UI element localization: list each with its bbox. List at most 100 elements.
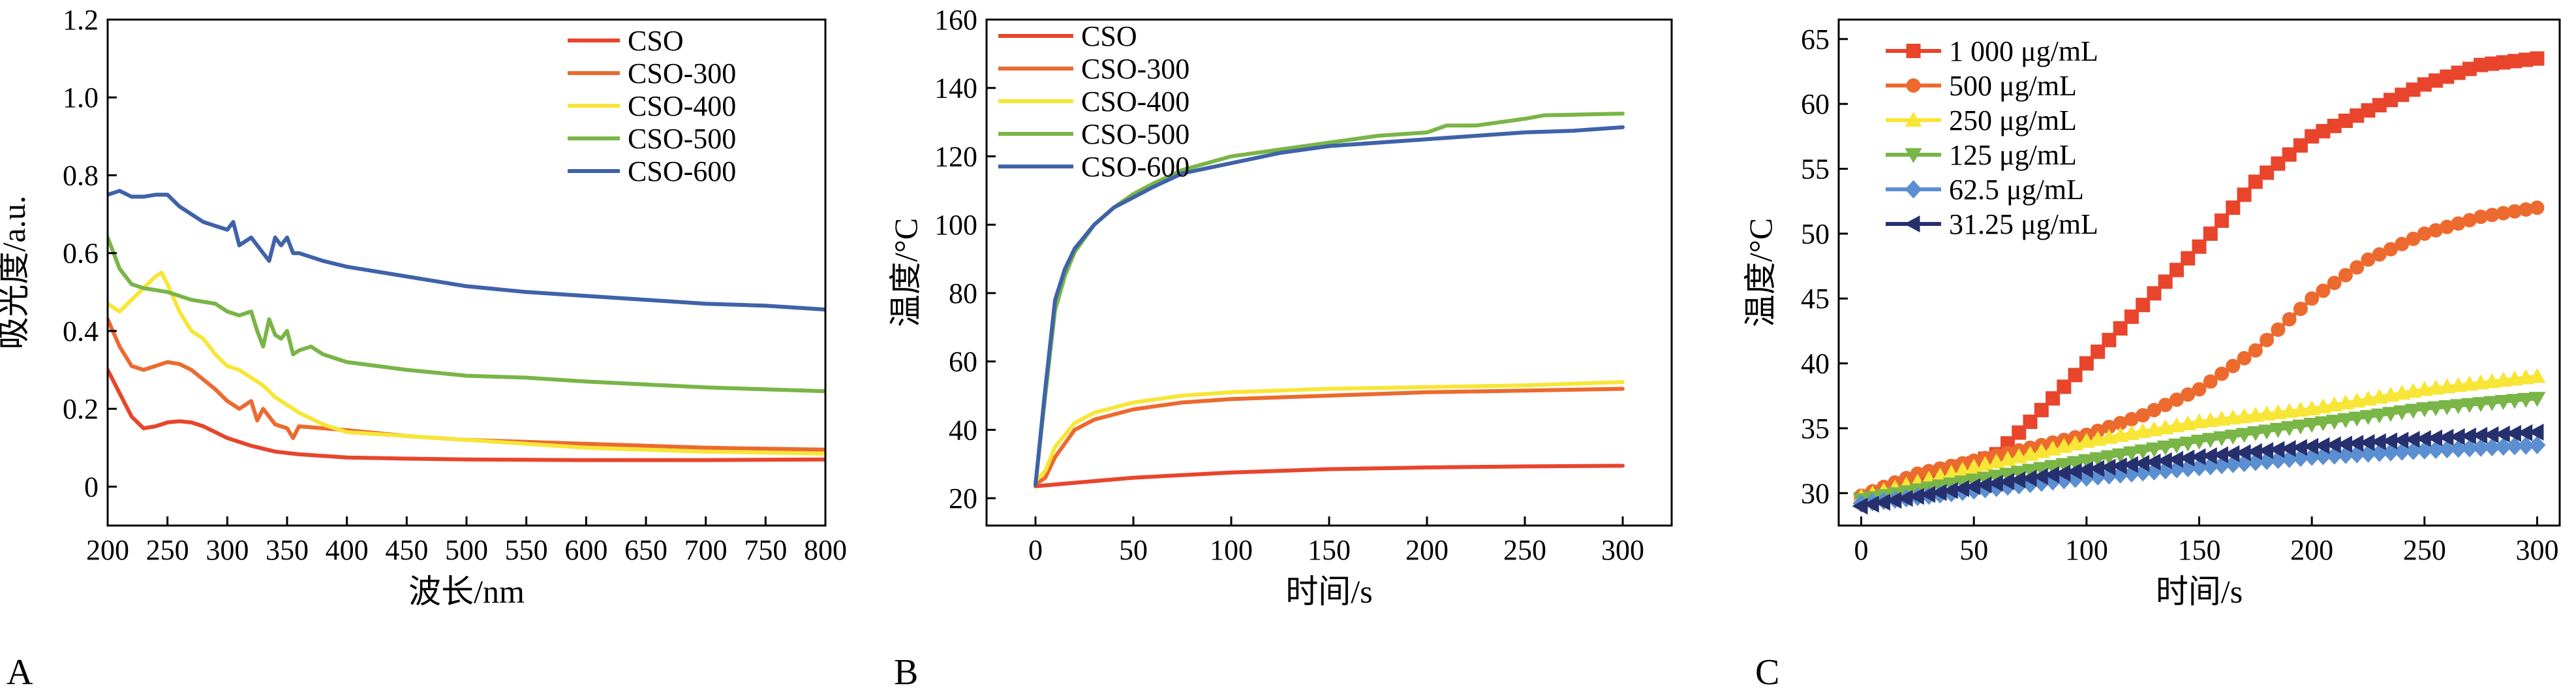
series-markers-c-2 [1852, 368, 2546, 504]
data-point-c-5-43 [2336, 435, 2352, 453]
data-point-c-5-18 [2055, 464, 2071, 482]
data-point-c-0-37 [2271, 156, 2286, 171]
data-point-c-5-44 [2348, 435, 2364, 452]
data-point-c-3-17 [2044, 460, 2062, 475]
data-point-c-5-13 [1998, 473, 2014, 490]
x-axis-title-a: 波长/nm [408, 573, 525, 610]
legend-marker-c-5 [1904, 215, 1920, 232]
data-point-c-0-30 [2192, 239, 2207, 254]
y-tick-label-c-3: 45 [1801, 283, 1830, 315]
legend-label-c-3: 125 μg/mL [1949, 139, 2077, 171]
legend-marker-c-1 [1906, 78, 1921, 93]
y-tick-label-a-3: 0.6 [63, 238, 99, 270]
data-point-c-5-55 [2472, 426, 2488, 444]
data-point-c-5-28 [2167, 450, 2183, 468]
y-tick-label-a-6: 1.2 [63, 4, 99, 36]
data-point-c-5-9 [1953, 480, 1969, 497]
data-point-c-4-57 [2494, 437, 2512, 456]
x-tick-label-a-4: 400 [326, 534, 369, 566]
data-point-c-0-53 [2451, 65, 2466, 80]
data-point-c-1-44 [2350, 260, 2365, 275]
y-tick-label-c-4: 50 [1801, 218, 1830, 250]
series-line-b-3 [1034, 112, 1625, 487]
legend-label-b-3: CSO-500 [1081, 118, 1189, 150]
data-point-c-0-23 [2113, 321, 2128, 336]
data-point-c-0-48 [2395, 87, 2410, 103]
data-point-c-3-36 [2258, 424, 2276, 440]
data-point-c-4-55 [2472, 438, 2490, 457]
series-line-a-0 [108, 368, 825, 462]
legend-label-a-1: CSO-300 [628, 57, 736, 89]
data-point-c-0-18 [2057, 379, 2072, 394]
data-point-c-5-40 [2303, 437, 2319, 455]
data-point-c-1-49 [2406, 231, 2421, 246]
data-point-c-3-21 [2089, 452, 2107, 467]
data-point-c-1-23 [2113, 416, 2128, 431]
data-point-c-3-47 [2382, 407, 2400, 422]
data-point-c-5-37 [2269, 441, 2285, 458]
data-point-c-5-29 [2179, 449, 2195, 467]
series-markers-c-1 [1854, 200, 2545, 503]
data-point-c-5-45 [2359, 434, 2375, 451]
data-point-c-3-52 [2438, 400, 2456, 415]
data-point-c-1-34 [2237, 351, 2252, 366]
data-point-c-5-60 [2528, 423, 2544, 441]
y-tick-label-c-2: 40 [1801, 348, 1830, 380]
data-point-c-3-12 [1987, 469, 2005, 485]
legend-label-a-2: CSO-400 [628, 90, 736, 122]
data-point-c-1-59 [2519, 202, 2534, 217]
data-point-c-1-27 [2158, 398, 2173, 413]
data-point-c-1-58 [2507, 204, 2522, 219]
x-tick-label-c-2: 100 [2065, 534, 2108, 566]
data-point-c-4-56 [2483, 437, 2501, 456]
x-tick-label-c-6: 300 [2515, 534, 2558, 566]
y-tick-label-b-7: 160 [934, 4, 977, 36]
legend-label-c-2: 250 μg/mL [1949, 104, 2077, 136]
panel-letter-c: C [1755, 652, 1779, 693]
data-point-c-1-47 [2384, 242, 2399, 257]
data-point-c-3-48 [2393, 405, 2411, 420]
series-line-a-3 [108, 235, 825, 394]
data-point-c-3-38 [2280, 421, 2298, 437]
data-point-c-3-46 [2370, 408, 2388, 424]
data-point-c-3-51 [2427, 401, 2445, 417]
data-point-c-1-33 [2226, 358, 2241, 373]
data-point-c-1-48 [2395, 236, 2410, 251]
data-point-c-3-41 [2314, 416, 2332, 432]
data-point-c-0-51 [2429, 73, 2444, 88]
y-tick-label-a-4: 0.8 [63, 159, 99, 191]
data-point-c-5-35 [2246, 443, 2262, 460]
legend-marker-c-3 [1905, 148, 1922, 163]
data-point-c-0-15 [2023, 415, 2038, 430]
data-point-c-3-33 [2224, 430, 2242, 445]
data-point-c-0-55 [2474, 57, 2489, 72]
data-point-c-5-46 [2370, 433, 2386, 450]
data-point-c-3-49 [2404, 403, 2422, 419]
chart-panel-a: 200 250 300 350 400 450 500 550 600 650 700 750 800 0… [0, 4, 847, 610]
data-point-c-5-2 [1875, 494, 1891, 511]
data-point-c-5-58 [2505, 424, 2521, 442]
x-tick-label-c-4: 200 [2290, 534, 2333, 566]
x-tick-label-a-9: 650 [624, 534, 667, 566]
legend-marker-c-0 [1906, 44, 1921, 58]
data-point-c-0-34 [2237, 187, 2252, 202]
data-point-c-0-14 [2012, 425, 2027, 440]
data-point-c-3-10 [1965, 473, 1983, 489]
data-point-c-3-22 [2100, 450, 2118, 465]
data-point-c-5-3 [1886, 492, 1902, 509]
data-point-c-0-40 [2305, 129, 2320, 144]
data-point-c-3-37 [2269, 422, 2287, 438]
x-axis-title-c: 时间/s [2156, 573, 2243, 610]
legend-label-c-1: 500 μg/mL [1949, 70, 2077, 102]
x-tick-label-a-8: 600 [564, 534, 607, 566]
data-point-c-0-59 [2519, 52, 2534, 67]
data-point-c-0-60 [2530, 51, 2545, 66]
data-point-c-0-42 [2327, 118, 2342, 133]
data-point-c-0-52 [2440, 69, 2455, 84]
x-tick-label-b-0: 0 [1028, 534, 1043, 566]
y-tick-label-c-6: 60 [1801, 88, 1830, 120]
data-point-c-5-54 [2460, 427, 2476, 445]
legend-label-a-4: CSO-600 [628, 155, 736, 187]
y-tick-label-b-0: 20 [949, 482, 977, 514]
